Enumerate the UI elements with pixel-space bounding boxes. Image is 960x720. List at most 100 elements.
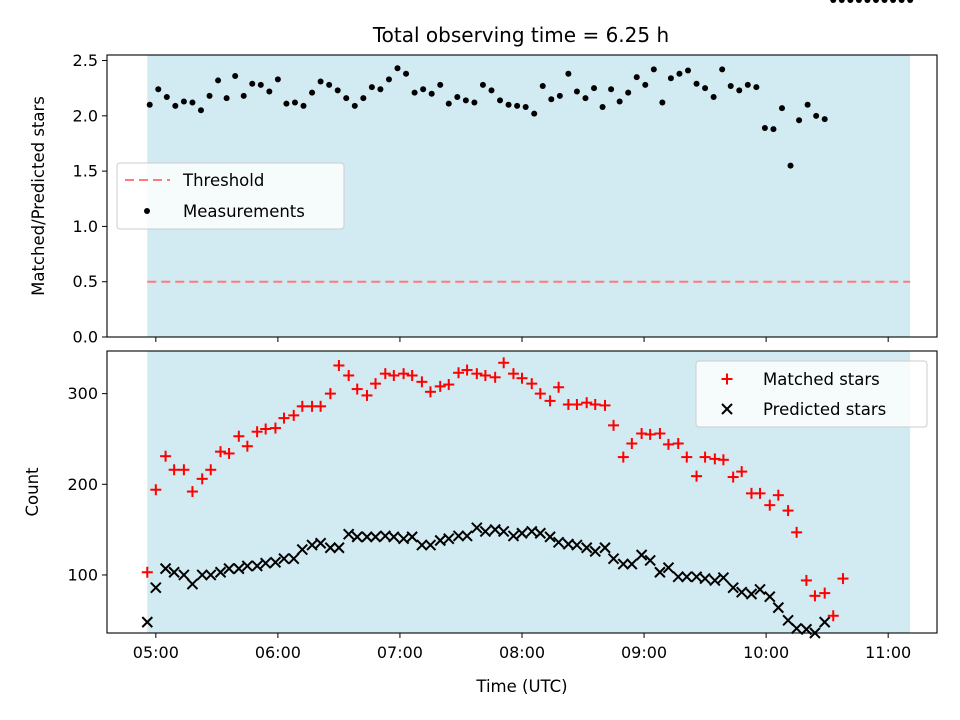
matched-star-point	[416, 376, 428, 388]
matched-star-point	[251, 426, 263, 438]
legend-predicted-label: Predicted stars	[763, 400, 886, 419]
matched-star-point	[324, 388, 336, 400]
matched-star-point	[388, 369, 400, 381]
matched-star-point	[736, 466, 748, 478]
measurement-point	[761, 124, 768, 131]
matched-star-point	[544, 395, 556, 407]
matched-star-point	[150, 484, 162, 496]
predicted-star-point	[709, 574, 721, 587]
legend-matched-swatch	[721, 373, 733, 385]
predicted-star-point	[552, 536, 565, 549]
predicted-star-point	[699, 572, 711, 585]
legend-measurements-swatch	[144, 208, 150, 214]
matched-star-point	[434, 380, 446, 392]
predicted-star-point	[214, 566, 227, 578]
matched-star-point	[617, 451, 629, 463]
matched-star-point	[278, 412, 290, 424]
matched-star-point	[269, 422, 281, 434]
measurement-point	[471, 99, 478, 106]
matched-star-point	[186, 486, 198, 498]
measurement-point	[872, 0, 879, 3]
measurement-point	[385, 76, 392, 83]
matched-star-point	[754, 487, 766, 499]
predicted-star-point	[141, 616, 153, 628]
predicted-star-point	[461, 530, 473, 542]
predicted-star-point	[607, 552, 620, 565]
predicted-star-point	[443, 532, 455, 545]
predicted-star-point	[617, 558, 630, 570]
measurement-point	[223, 95, 230, 102]
ratio-legend-box	[116, 162, 345, 230]
measurement-point	[206, 92, 213, 99]
measurement-point	[377, 86, 384, 93]
matched-star-point	[406, 369, 418, 381]
predicted-star-point	[342, 528, 355, 540]
x-tick-label: 10:00	[743, 643, 789, 662]
measurement-point	[599, 103, 606, 110]
count-y-ticks: 100 200 300	[67, 384, 107, 584]
measurement-point	[710, 94, 717, 101]
matched-star-point	[717, 454, 729, 466]
ratio-y-axis-label: Matched/Predicted stars	[29, 96, 48, 296]
predicted-star-point	[526, 525, 538, 538]
predicted-star-point	[416, 539, 428, 551]
matched-star-point	[168, 464, 180, 476]
matched-star-point	[516, 372, 528, 384]
y-tick-label: 200	[67, 475, 98, 494]
matched-star-point	[819, 587, 831, 599]
predicted-stars-points	[141, 522, 831, 639]
predicted-star-point	[186, 578, 199, 590]
measurement-point	[351, 102, 358, 109]
legend-threshold-label: Threshold	[182, 171, 264, 190]
x-tick-label: 06:00	[255, 643, 301, 662]
measurement-point	[616, 98, 623, 105]
measurement-point	[625, 89, 632, 96]
measurement-point	[565, 70, 572, 77]
measurement-point	[155, 86, 162, 93]
predicted-star-point	[333, 542, 345, 554]
measurement-point	[796, 117, 803, 124]
predicted-star-point	[599, 542, 611, 554]
matched-star-point	[351, 383, 363, 395]
predicted-star-point	[178, 569, 190, 581]
matched-star-point	[223, 447, 235, 459]
measurement-point	[326, 81, 333, 88]
measurement-point	[608, 86, 615, 93]
measurement-point	[821, 116, 828, 123]
matched-star-point	[507, 368, 519, 380]
predicted-star-point	[205, 569, 217, 581]
measurement-point	[172, 102, 179, 109]
measurement-point	[180, 98, 187, 105]
matched-star-point	[727, 471, 739, 483]
matched-star-point	[498, 357, 510, 369]
predicted-star-point	[361, 531, 373, 543]
measurement-point	[898, 0, 905, 3]
measurement-point	[343, 95, 350, 102]
predicted-star-point	[818, 616, 831, 628]
matched-star-point	[315, 400, 327, 412]
predicted-star-point	[790, 622, 803, 635]
measurement-point	[514, 102, 521, 109]
predicted-star-point	[314, 537, 327, 549]
measurement-point	[522, 103, 529, 110]
predicted-star-point	[452, 530, 465, 542]
predicted-star-point	[745, 588, 758, 600]
predicted-star-point	[351, 531, 363, 543]
matched-star-point	[333, 360, 345, 372]
predicted-star-point	[306, 539, 318, 551]
measurement-point	[667, 75, 674, 82]
measurement-point	[838, 0, 845, 3]
matched-star-point	[288, 409, 300, 421]
matched-star-point	[571, 398, 583, 410]
measurement-point	[650, 66, 657, 73]
predicted-star-point	[717, 571, 730, 584]
predicted-star-point	[479, 525, 492, 538]
predicted-star-point	[497, 525, 510, 538]
predicted-star-point	[764, 591, 776, 603]
measurement-point	[454, 94, 461, 101]
measurement-point	[548, 96, 555, 103]
measurement-point	[232, 73, 239, 80]
predicted-star-point	[544, 531, 556, 543]
measurement-point	[437, 81, 444, 88]
